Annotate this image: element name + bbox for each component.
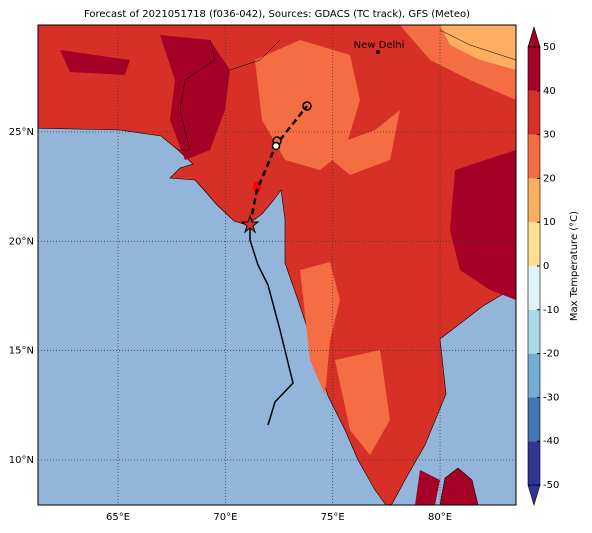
colorbar-bin [528, 222, 540, 266]
x-tick-label: 65°E [106, 512, 130, 523]
colorbar-tick-label: -30 [543, 392, 559, 403]
colorbar-tick-label: 0 [543, 261, 549, 272]
x-tick-label: 70°E [213, 512, 237, 523]
colorbar-bin [528, 309, 540, 354]
colorbar-tick-label: -10 [543, 305, 559, 316]
colorbar-tick-label: 10 [543, 217, 556, 228]
land [38, 25, 516, 505]
colorbar-bin [528, 441, 540, 485]
y-tick-label: 10°N [9, 455, 34, 466]
colorbar-tick-label: 40 [543, 86, 556, 97]
colorbar-extend [527, 484, 541, 507]
city-dot [376, 50, 380, 54]
city-label: New Delhi [354, 40, 405, 51]
x-tick-label: 75°E [321, 512, 345, 523]
forecast-point [271, 141, 281, 151]
hot-region [60, 50, 130, 75]
colorbar-tick-label: -50 [543, 480, 559, 491]
colorbar-tick-label: -20 [543, 349, 559, 360]
past-track [249, 225, 294, 426]
hot-region [160, 35, 230, 160]
colorbar-tick-label: 30 [543, 130, 556, 141]
map-frame [37, 24, 517, 506]
colorbar-bin [528, 353, 540, 398]
y-tick-label: 15°N [9, 346, 34, 357]
map-title: Forecast of 2021051718 (f036-042), Sourc… [84, 9, 470, 20]
hot-region [450, 150, 516, 300]
colorbar-label: Max Temperature (°C) [569, 211, 580, 321]
forecast-point [302, 101, 312, 111]
colorbar-bin [528, 134, 540, 179]
colorbar-tick-label: 50 [543, 42, 556, 53]
colorbar-bin [528, 47, 540, 91]
colorbar-bin [528, 266, 540, 310]
map-area: New Delhi [38, 25, 516, 505]
x-tick-label: 80°E [428, 512, 452, 523]
warm-region [335, 350, 390, 455]
colorbar-tick-label: 20 [543, 173, 556, 184]
colorbar-bin [528, 90, 540, 135]
y-tick-label: 25°N [9, 127, 34, 138]
colorbar-bin [528, 397, 540, 442]
border [178, 29, 516, 151]
colorbar-extend [527, 25, 541, 48]
hot-region [415, 470, 440, 505]
warm-region [320, 110, 400, 175]
y-tick-label: 20°N [9, 236, 34, 247]
warm-region [300, 262, 340, 395]
colorbar-bin [528, 178, 540, 223]
colorbar-tick-label: -40 [543, 436, 559, 447]
storm-star [240, 214, 260, 234]
land [439, 467, 479, 505]
